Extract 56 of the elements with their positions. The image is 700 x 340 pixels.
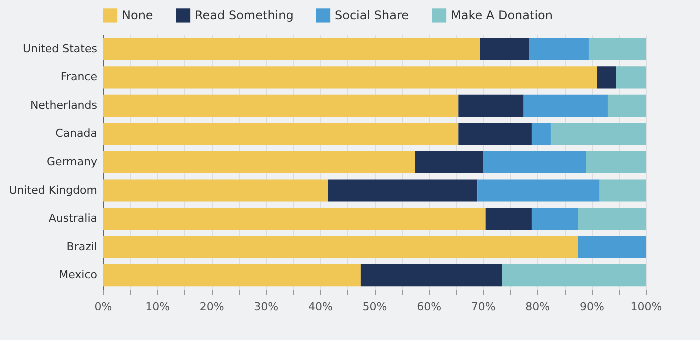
y-tick-label: Brazil [66, 240, 98, 254]
bar [608, 94, 646, 117]
bar [529, 38, 589, 60]
bar [103, 151, 416, 174]
legend-label: Social Share [335, 8, 410, 23]
bar [103, 38, 480, 60]
legend-label: Read Something [195, 8, 294, 23]
x-tick-label: 40% [308, 300, 333, 314]
y-tick-label: Netherlands [30, 98, 98, 112]
bar [360, 264, 502, 287]
bar [458, 94, 524, 117]
x-tick-label: 60% [417, 300, 442, 314]
bar [103, 264, 361, 287]
bar [328, 180, 478, 202]
bar [532, 123, 551, 146]
x-tick-label: 50% [362, 300, 388, 314]
x-tick-label: 80% [526, 300, 550, 314]
x-tick-label: 20% [200, 300, 224, 314]
x-tick-label: 10% [146, 300, 170, 314]
bar [103, 180, 328, 202]
legend-label: None [122, 8, 154, 23]
bar [480, 38, 530, 60]
x-tick-label: 30% [254, 300, 279, 314]
y-tick-label: Germany [46, 156, 98, 168]
bar [588, 38, 646, 60]
bar [600, 180, 646, 202]
bar [103, 66, 598, 89]
y-tick-label: Canada [56, 127, 98, 140]
bar [483, 151, 586, 174]
bar [550, 123, 646, 146]
bar [578, 236, 646, 258]
bar [532, 208, 578, 230]
bar [616, 66, 646, 89]
x-tick-label: 90% [580, 300, 604, 314]
bar [502, 264, 646, 287]
bar [486, 208, 532, 230]
bar [415, 151, 484, 174]
bar [103, 94, 459, 117]
y-tick-label: Mexico [59, 268, 98, 282]
bar [586, 151, 646, 174]
bar [103, 123, 459, 146]
x-tick-label: 70% [471, 300, 496, 314]
x-tick-label: 0% [94, 300, 112, 314]
bar [578, 208, 646, 230]
bar [103, 208, 486, 230]
y-tick-label: France [60, 70, 98, 84]
bar [458, 123, 532, 146]
legend-label: Make A Donation [451, 8, 553, 23]
bar [597, 66, 616, 89]
y-tick-label: United States [23, 42, 98, 56]
y-tick-label: Australia [48, 212, 98, 226]
bar [524, 94, 608, 117]
y-tick-label: United Kingdom [9, 184, 98, 197]
bar [103, 236, 578, 258]
bar [478, 180, 600, 202]
x-tick-label: 100% [630, 300, 662, 314]
